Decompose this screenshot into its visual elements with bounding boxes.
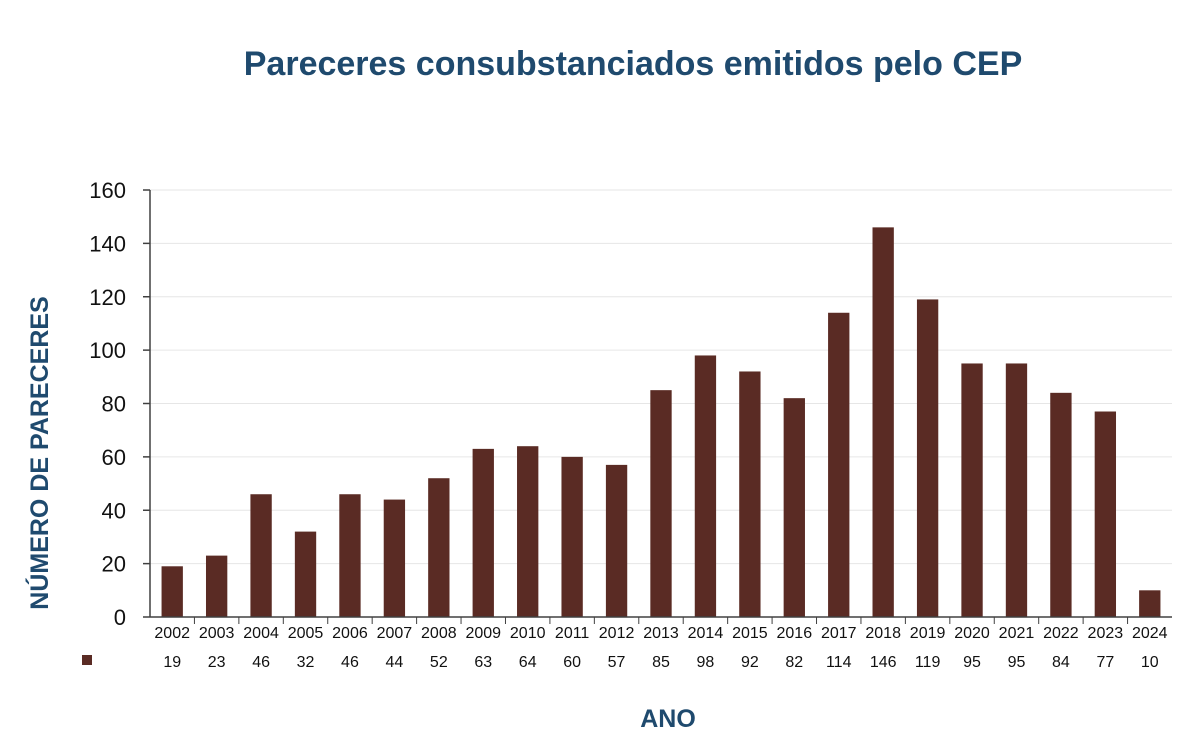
bar-2014 bbox=[694, 355, 717, 617]
data-table-value: 77 bbox=[1096, 654, 1114, 671]
bar-2011 bbox=[561, 456, 583, 617]
x-tick-label: 2004 bbox=[243, 625, 279, 642]
bar-2003 bbox=[205, 555, 228, 617]
data-table-value: 10 bbox=[1141, 654, 1159, 671]
x-tick-labels: 2002 2003 2004 2005 2006 2007 2008 2009 2010 2011… bbox=[154, 625, 1167, 642]
bar-2020 bbox=[961, 363, 983, 617]
data-table-value: 84 bbox=[1052, 654, 1070, 671]
x-tick-label: 2009 bbox=[465, 625, 501, 642]
bar-2012 bbox=[605, 464, 628, 617]
data-table-value: 19 bbox=[163, 654, 181, 671]
x-tick-label: 2003 bbox=[199, 625, 235, 642]
data-table-value: 119 bbox=[915, 654, 941, 671]
x-tick-label: 2018 bbox=[865, 625, 901, 642]
bar-2018 bbox=[872, 227, 894, 618]
x-tick-label: 2020 bbox=[954, 625, 990, 642]
bar-2009 bbox=[472, 448, 494, 617]
x-tick-label: 2016 bbox=[777, 625, 813, 642]
bar-2013 bbox=[650, 390, 672, 617]
x-tick-label: 2013 bbox=[643, 625, 679, 642]
bar-2007 bbox=[383, 499, 406, 617]
x-tick-label: 2011 bbox=[555, 625, 590, 642]
x-tick-label: 2010 bbox=[510, 625, 546, 642]
axes bbox=[143, 189, 1172, 624]
x-tick-label: 2019 bbox=[910, 625, 946, 642]
y-tick-label: 100 bbox=[89, 338, 126, 363]
data-table-value: 57 bbox=[608, 654, 626, 671]
legend-key-square bbox=[82, 655, 92, 665]
x-axis-label: ANO bbox=[640, 705, 696, 733]
data-table-value: 92 bbox=[741, 654, 759, 671]
bar-2006 bbox=[339, 494, 361, 617]
data-table-value: 85 bbox=[652, 654, 670, 671]
y-tick-label: 40 bbox=[102, 498, 126, 523]
x-tick-label: 2021 bbox=[999, 625, 1035, 642]
bar-2008 bbox=[428, 478, 450, 617]
data-table-value: 82 bbox=[785, 654, 803, 671]
x-tick-label: 2012 bbox=[599, 625, 635, 642]
bar-2024 bbox=[1139, 590, 1161, 617]
data-table-value: 114 bbox=[826, 654, 852, 671]
data-table-value: 60 bbox=[563, 654, 581, 671]
data-table: 19 23 46 32 46 44 52 63 64 60 57 85 98 92 82 114 146 119 9… bbox=[82, 654, 1159, 671]
bar-2010 bbox=[517, 446, 539, 617]
data-table-value: 32 bbox=[297, 654, 315, 671]
x-tick-label: 2006 bbox=[332, 625, 368, 642]
x-tick-label: 2022 bbox=[1043, 625, 1079, 642]
y-tick-label: 80 bbox=[102, 392, 126, 417]
bar-2021 bbox=[1005, 363, 1028, 617]
bar-2017 bbox=[828, 312, 850, 617]
y-tick-label: 140 bbox=[89, 231, 126, 256]
data-table-value: 95 bbox=[1008, 654, 1026, 671]
x-tick-label: 2008 bbox=[421, 625, 457, 642]
x-tick-label: 2017 bbox=[821, 625, 857, 642]
chart-title: Pareceres consubstanciados emitidos pelo… bbox=[244, 45, 1023, 83]
bar-2005 bbox=[294, 531, 317, 617]
bar-2016 bbox=[783, 398, 805, 617]
y-tick-label: 160 bbox=[89, 178, 126, 203]
data-table-value: 95 bbox=[963, 654, 981, 671]
x-tick-label: 2007 bbox=[377, 625, 413, 642]
y-tick-labels: 0 20 40 60 80 100 120 140 160 bbox=[89, 178, 126, 630]
data-table-value: 52 bbox=[430, 654, 448, 671]
data-table-value: 46 bbox=[252, 654, 270, 671]
data-table-value: 98 bbox=[697, 654, 715, 671]
data-table-value: 46 bbox=[341, 654, 359, 671]
x-tick-label: 2023 bbox=[1088, 625, 1124, 642]
x-tick-label: 2005 bbox=[288, 625, 324, 642]
y-tick-label: 20 bbox=[102, 552, 126, 577]
data-table-value: 23 bbox=[208, 654, 226, 671]
data-table-value: 44 bbox=[385, 654, 403, 671]
data-table-value: 146 bbox=[870, 654, 897, 671]
x-tick-label: 2015 bbox=[732, 625, 768, 642]
x-tick-label: 2024 bbox=[1132, 625, 1168, 642]
bar-2002 bbox=[161, 566, 183, 617]
y-tick-label: 120 bbox=[89, 285, 126, 310]
bar-2022 bbox=[1050, 392, 1072, 617]
y-tick-label: 0 bbox=[114, 605, 126, 630]
bar-2019 bbox=[916, 299, 939, 617]
bar-2023 bbox=[1094, 411, 1117, 617]
x-tick-label: 2014 bbox=[688, 625, 724, 642]
x-tick-label: 2002 bbox=[154, 625, 190, 642]
bar-2004 bbox=[250, 494, 272, 617]
data-table-value: 64 bbox=[519, 654, 537, 671]
y-tick-label: 60 bbox=[102, 445, 126, 470]
data-table-value: 63 bbox=[474, 654, 492, 671]
bars bbox=[161, 227, 1161, 618]
bar-2015 bbox=[739, 371, 761, 617]
y-axis-label: NÚMERO DE PARECERES bbox=[24, 296, 54, 609]
